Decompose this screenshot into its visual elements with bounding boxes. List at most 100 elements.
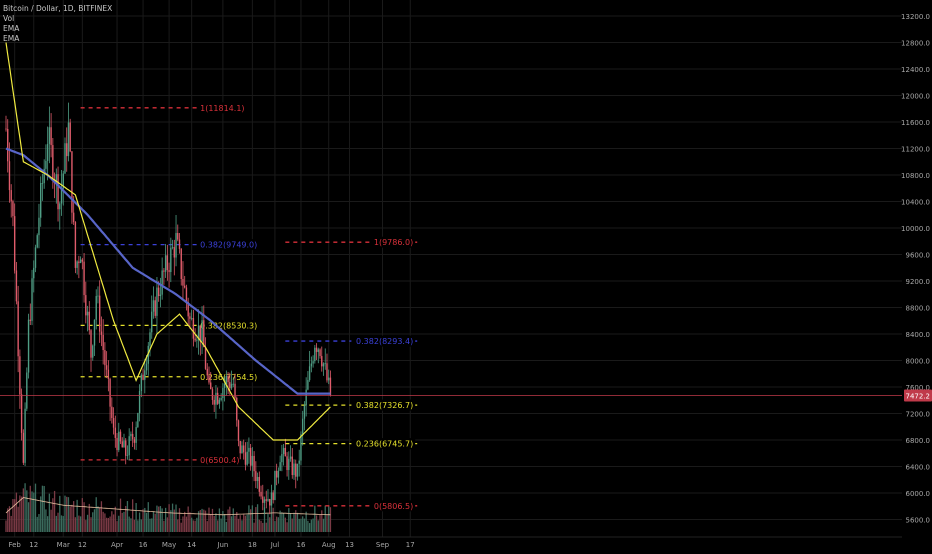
candle-body[interactable] bbox=[182, 278, 184, 286]
candle-body[interactable] bbox=[312, 361, 314, 364]
candle-body[interactable] bbox=[5, 128, 7, 130]
candle-body[interactable] bbox=[260, 491, 262, 497]
candle-body[interactable] bbox=[229, 382, 231, 389]
candle-body[interactable] bbox=[237, 420, 240, 441]
candle-body[interactable] bbox=[59, 203, 61, 210]
candle-body[interactable] bbox=[326, 363, 328, 381]
candle-body[interactable] bbox=[322, 363, 325, 367]
candle-body[interactable] bbox=[274, 470, 276, 500]
candle-body[interactable] bbox=[190, 318, 193, 319]
candle-body[interactable] bbox=[301, 418, 304, 435]
candle-body[interactable] bbox=[244, 452, 247, 465]
candle-body[interactable] bbox=[220, 398, 222, 400]
candle-body[interactable] bbox=[83, 261, 85, 296]
candle-body[interactable] bbox=[255, 471, 257, 481]
candle-body[interactable] bbox=[85, 295, 87, 316]
candle-body[interactable] bbox=[121, 441, 123, 448]
candle-body[interactable] bbox=[208, 375, 210, 383]
symbol-title[interactable]: Bitcoin / Dollar, 1D, BITFINEX bbox=[3, 4, 113, 13]
candle-body[interactable] bbox=[267, 499, 269, 501]
candle-body[interactable] bbox=[180, 248, 182, 279]
candle-body[interactable] bbox=[76, 261, 78, 268]
candle-body[interactable] bbox=[111, 406, 113, 419]
candle-body[interactable] bbox=[72, 212, 75, 223]
candle-body[interactable] bbox=[321, 356, 323, 367]
candle-body[interactable] bbox=[168, 270, 170, 273]
candle-body[interactable] bbox=[248, 447, 250, 452]
candle-body[interactable] bbox=[263, 499, 266, 503]
candle-body[interactable] bbox=[307, 380, 309, 390]
candle-body[interactable] bbox=[43, 168, 45, 184]
candle-body[interactable] bbox=[10, 190, 12, 202]
candle-body[interactable] bbox=[206, 368, 208, 376]
candle-body[interactable] bbox=[204, 347, 207, 369]
candle-body[interactable] bbox=[69, 122, 71, 152]
candle-body[interactable] bbox=[230, 383, 233, 389]
candle-body[interactable] bbox=[305, 389, 307, 406]
candle-body[interactable] bbox=[194, 338, 196, 341]
candle-body[interactable] bbox=[239, 440, 241, 454]
candle-body[interactable] bbox=[17, 301, 19, 357]
candle-body[interactable] bbox=[12, 201, 14, 217]
candle-body[interactable] bbox=[329, 377, 332, 396]
candle-body[interactable] bbox=[27, 319, 30, 373]
candle-body[interactable] bbox=[225, 375, 228, 385]
candle-body[interactable] bbox=[125, 440, 127, 456]
candle-body[interactable] bbox=[256, 476, 259, 481]
candle-body[interactable] bbox=[241, 445, 243, 454]
candle-body[interactable] bbox=[234, 383, 236, 398]
candle-body[interactable] bbox=[26, 372, 28, 409]
candle-body[interactable] bbox=[298, 460, 300, 464]
candle-body[interactable] bbox=[98, 295, 101, 332]
candle-body[interactable] bbox=[123, 440, 125, 448]
candle-body[interactable] bbox=[328, 377, 330, 381]
candle-body[interactable] bbox=[303, 405, 306, 419]
candle-body[interactable] bbox=[31, 278, 33, 321]
candle-body[interactable] bbox=[272, 492, 274, 500]
candle-body[interactable] bbox=[78, 261, 80, 264]
candle-body[interactable] bbox=[109, 378, 111, 407]
candle-body[interactable] bbox=[15, 270, 18, 302]
candle-body[interactable] bbox=[286, 456, 288, 471]
candle-body[interactable] bbox=[119, 431, 122, 442]
candle-body[interactable] bbox=[177, 233, 179, 240]
indicator-volume[interactable]: Vol bbox=[3, 14, 15, 23]
candle-body[interactable] bbox=[140, 374, 143, 391]
candle-body[interactable] bbox=[222, 387, 224, 399]
candle-body[interactable] bbox=[258, 476, 261, 492]
candle-body[interactable] bbox=[275, 470, 278, 478]
candle-body[interactable] bbox=[138, 390, 141, 414]
candle-body[interactable] bbox=[151, 311, 153, 333]
candle-body[interactable] bbox=[90, 330, 92, 358]
candle-body[interactable] bbox=[249, 447, 252, 466]
candle-body[interactable] bbox=[159, 294, 162, 297]
candle-body[interactable] bbox=[79, 259, 82, 264]
candle-body[interactable] bbox=[34, 247, 37, 268]
candle-body[interactable] bbox=[137, 413, 139, 428]
candle-body[interactable] bbox=[251, 455, 254, 466]
candle-body[interactable] bbox=[55, 174, 58, 184]
candle-body[interactable] bbox=[270, 492, 273, 506]
candle-body[interactable] bbox=[7, 128, 9, 162]
candle-body[interactable] bbox=[253, 455, 255, 472]
candle-body[interactable] bbox=[246, 451, 248, 465]
candle-body[interactable] bbox=[95, 296, 97, 320]
candle-body[interactable] bbox=[293, 463, 295, 476]
candle-body[interactable] bbox=[41, 183, 44, 184]
candle-body[interactable] bbox=[210, 382, 212, 390]
candle-body[interactable] bbox=[319, 349, 321, 357]
candle-body[interactable] bbox=[52, 145, 54, 181]
candle-body[interactable] bbox=[199, 325, 202, 342]
candle-body[interactable] bbox=[152, 300, 155, 312]
candle-body[interactable] bbox=[62, 173, 64, 189]
candle-body[interactable] bbox=[213, 399, 215, 405]
candle-body[interactable] bbox=[118, 431, 120, 451]
candle-body[interactable] bbox=[192, 318, 195, 339]
candle-body[interactable] bbox=[88, 311, 90, 331]
candle-body[interactable] bbox=[187, 301, 189, 317]
candle-body[interactable] bbox=[29, 319, 31, 321]
ema-fast-line[interactable] bbox=[5, 42, 331, 441]
candle-body[interactable] bbox=[149, 332, 151, 346]
candle-body[interactable] bbox=[107, 369, 110, 379]
